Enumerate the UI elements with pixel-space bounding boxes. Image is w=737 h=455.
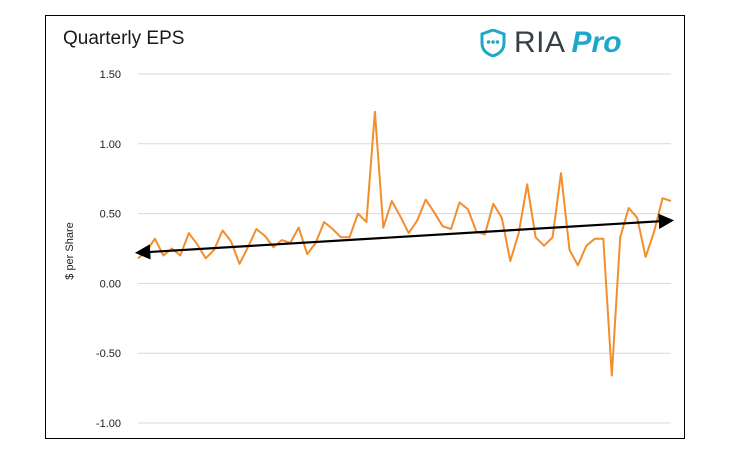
y-axis-label: $ per Share — [64, 222, 76, 279]
chart-frame: 1.50 1.00 0.50 0.00 -0.50 -1.00 $ per Share Q… — [45, 15, 685, 439]
eps-series-line — [137, 110, 672, 377]
y-tick-label: 0.00 — [100, 278, 121, 290]
y-tick-label: 1.00 — [100, 139, 121, 151]
y-tick-label: -1.00 — [96, 418, 121, 430]
y-tick-label: 0.50 — [100, 209, 121, 221]
chart-title: Quarterly EPS — [63, 28, 185, 49]
y-tick-label: 1.50 — [100, 69, 121, 81]
ria-pro-logo: RIA Pro — [480, 24, 622, 62]
trend-line — [134, 213, 675, 260]
eps-chart: 1.50 1.00 0.50 0.00 -0.50 -1.00 $ per Share — [64, 69, 675, 430]
shield-chat-icon — [480, 29, 506, 57]
y-tick-label: -0.50 — [96, 348, 121, 360]
logo-ria-text: RIA — [514, 26, 566, 59]
logo-pro-text: Pro — [571, 26, 622, 59]
